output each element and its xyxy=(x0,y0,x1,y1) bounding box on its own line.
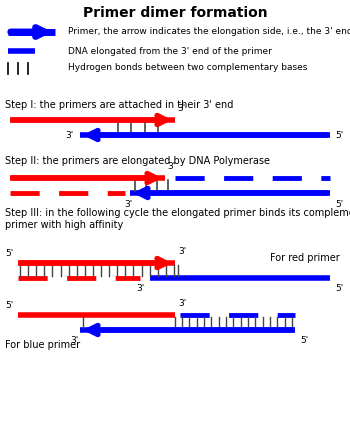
Text: 5': 5' xyxy=(300,336,308,345)
Text: 5': 5' xyxy=(335,284,343,293)
Text: For blue primer: For blue primer xyxy=(5,340,80,350)
Text: Step I: the primers are attached in their 3' end: Step I: the primers are attached in thei… xyxy=(5,100,233,110)
Text: 3': 3' xyxy=(66,130,74,140)
Text: Hydrogen bonds between two complementary bases: Hydrogen bonds between two complementary… xyxy=(68,64,307,73)
Text: 3': 3' xyxy=(178,299,186,308)
Text: 5': 5' xyxy=(335,200,343,209)
Text: Step II: the primers are elongated by DNA Polymerase: Step II: the primers are elongated by DN… xyxy=(5,156,270,166)
Text: 3': 3' xyxy=(177,104,185,113)
Text: Primer dimer formation: Primer dimer formation xyxy=(83,6,267,20)
Text: For red primer: For red primer xyxy=(270,253,340,263)
Text: 3': 3' xyxy=(124,200,132,209)
Text: 5': 5' xyxy=(5,301,13,309)
Text: DNA elongated from the 3' end of the primer: DNA elongated from the 3' end of the pri… xyxy=(68,47,272,55)
Text: 3': 3' xyxy=(167,162,175,171)
Text: 5': 5' xyxy=(335,130,343,140)
Text: 3': 3' xyxy=(70,336,78,345)
Text: Primer, the arrow indicates the elongation side, i.e., the 3' end,: Primer, the arrow indicates the elongati… xyxy=(68,28,350,36)
Text: 3': 3' xyxy=(178,247,186,256)
Text: 3': 3' xyxy=(136,284,144,293)
Text: 5': 5' xyxy=(5,248,13,257)
Text: Step III: in the following cycle the elongated primer binds its complementary
pr: Step III: in the following cycle the elo… xyxy=(5,208,350,229)
